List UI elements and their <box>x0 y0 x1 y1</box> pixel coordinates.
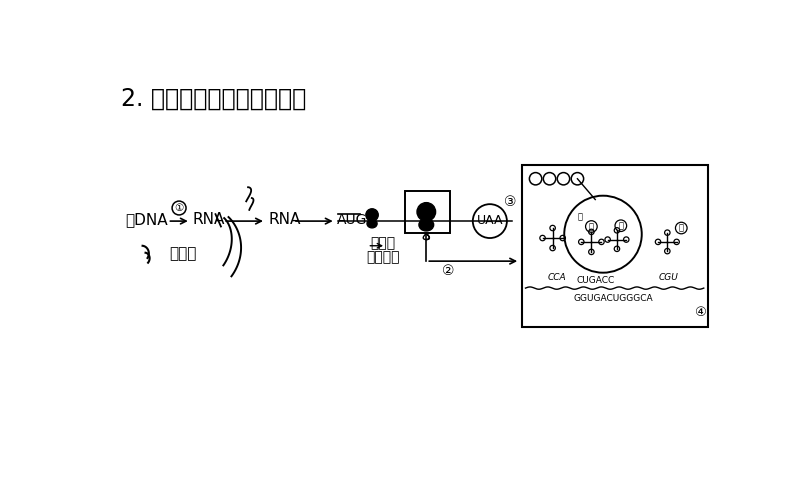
Text: ④: ④ <box>694 306 706 319</box>
Text: CGU: CGU <box>659 273 679 282</box>
Ellipse shape <box>419 219 434 231</box>
Text: GGUGACUGGGCA: GGUGACUGGGCA <box>573 294 653 302</box>
Ellipse shape <box>417 202 436 221</box>
Text: ①: ① <box>175 203 183 213</box>
Text: CCA: CCA <box>547 273 566 282</box>
Text: 核糖体: 核糖体 <box>370 237 395 250</box>
Text: 核DNA: 核DNA <box>125 212 168 227</box>
Text: CUGACC: CUGACC <box>576 276 615 285</box>
Bar <box>522 165 707 327</box>
Ellipse shape <box>366 209 378 221</box>
Text: UAA: UAA <box>476 214 503 227</box>
Text: AUG: AUG <box>337 212 368 227</box>
Text: ②: ② <box>441 264 454 278</box>
Bar <box>405 191 449 234</box>
Text: 色: 色 <box>619 221 623 230</box>
Text: 丙: 丙 <box>679 224 684 233</box>
Text: RNA: RNA <box>268 212 301 227</box>
Text: 天: 天 <box>589 222 594 231</box>
Ellipse shape <box>367 219 377 228</box>
Text: 细胞核: 细胞核 <box>169 246 197 261</box>
Text: 甘: 甘 <box>578 212 583 221</box>
Text: ③: ③ <box>503 195 516 209</box>
Text: 2. 遗传信息的转录和翻译：: 2. 遗传信息的转录和翻译： <box>121 86 306 110</box>
Text: 移动方向: 移动方向 <box>366 250 399 264</box>
Text: RNA: RNA <box>192 212 225 227</box>
